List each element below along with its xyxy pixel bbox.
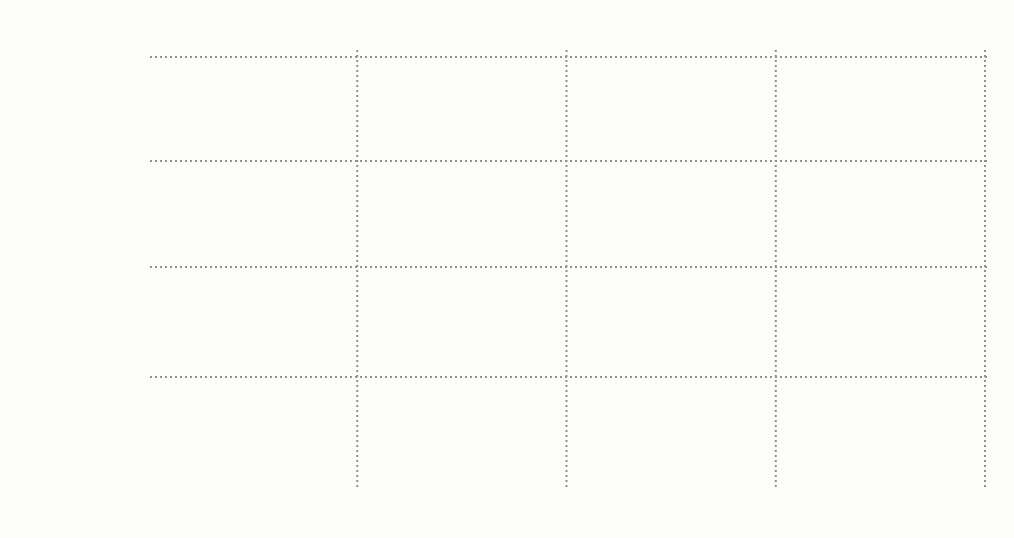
plot-area bbox=[150, 50, 990, 487]
simulation-chart-screen bbox=[150, 50, 990, 487]
